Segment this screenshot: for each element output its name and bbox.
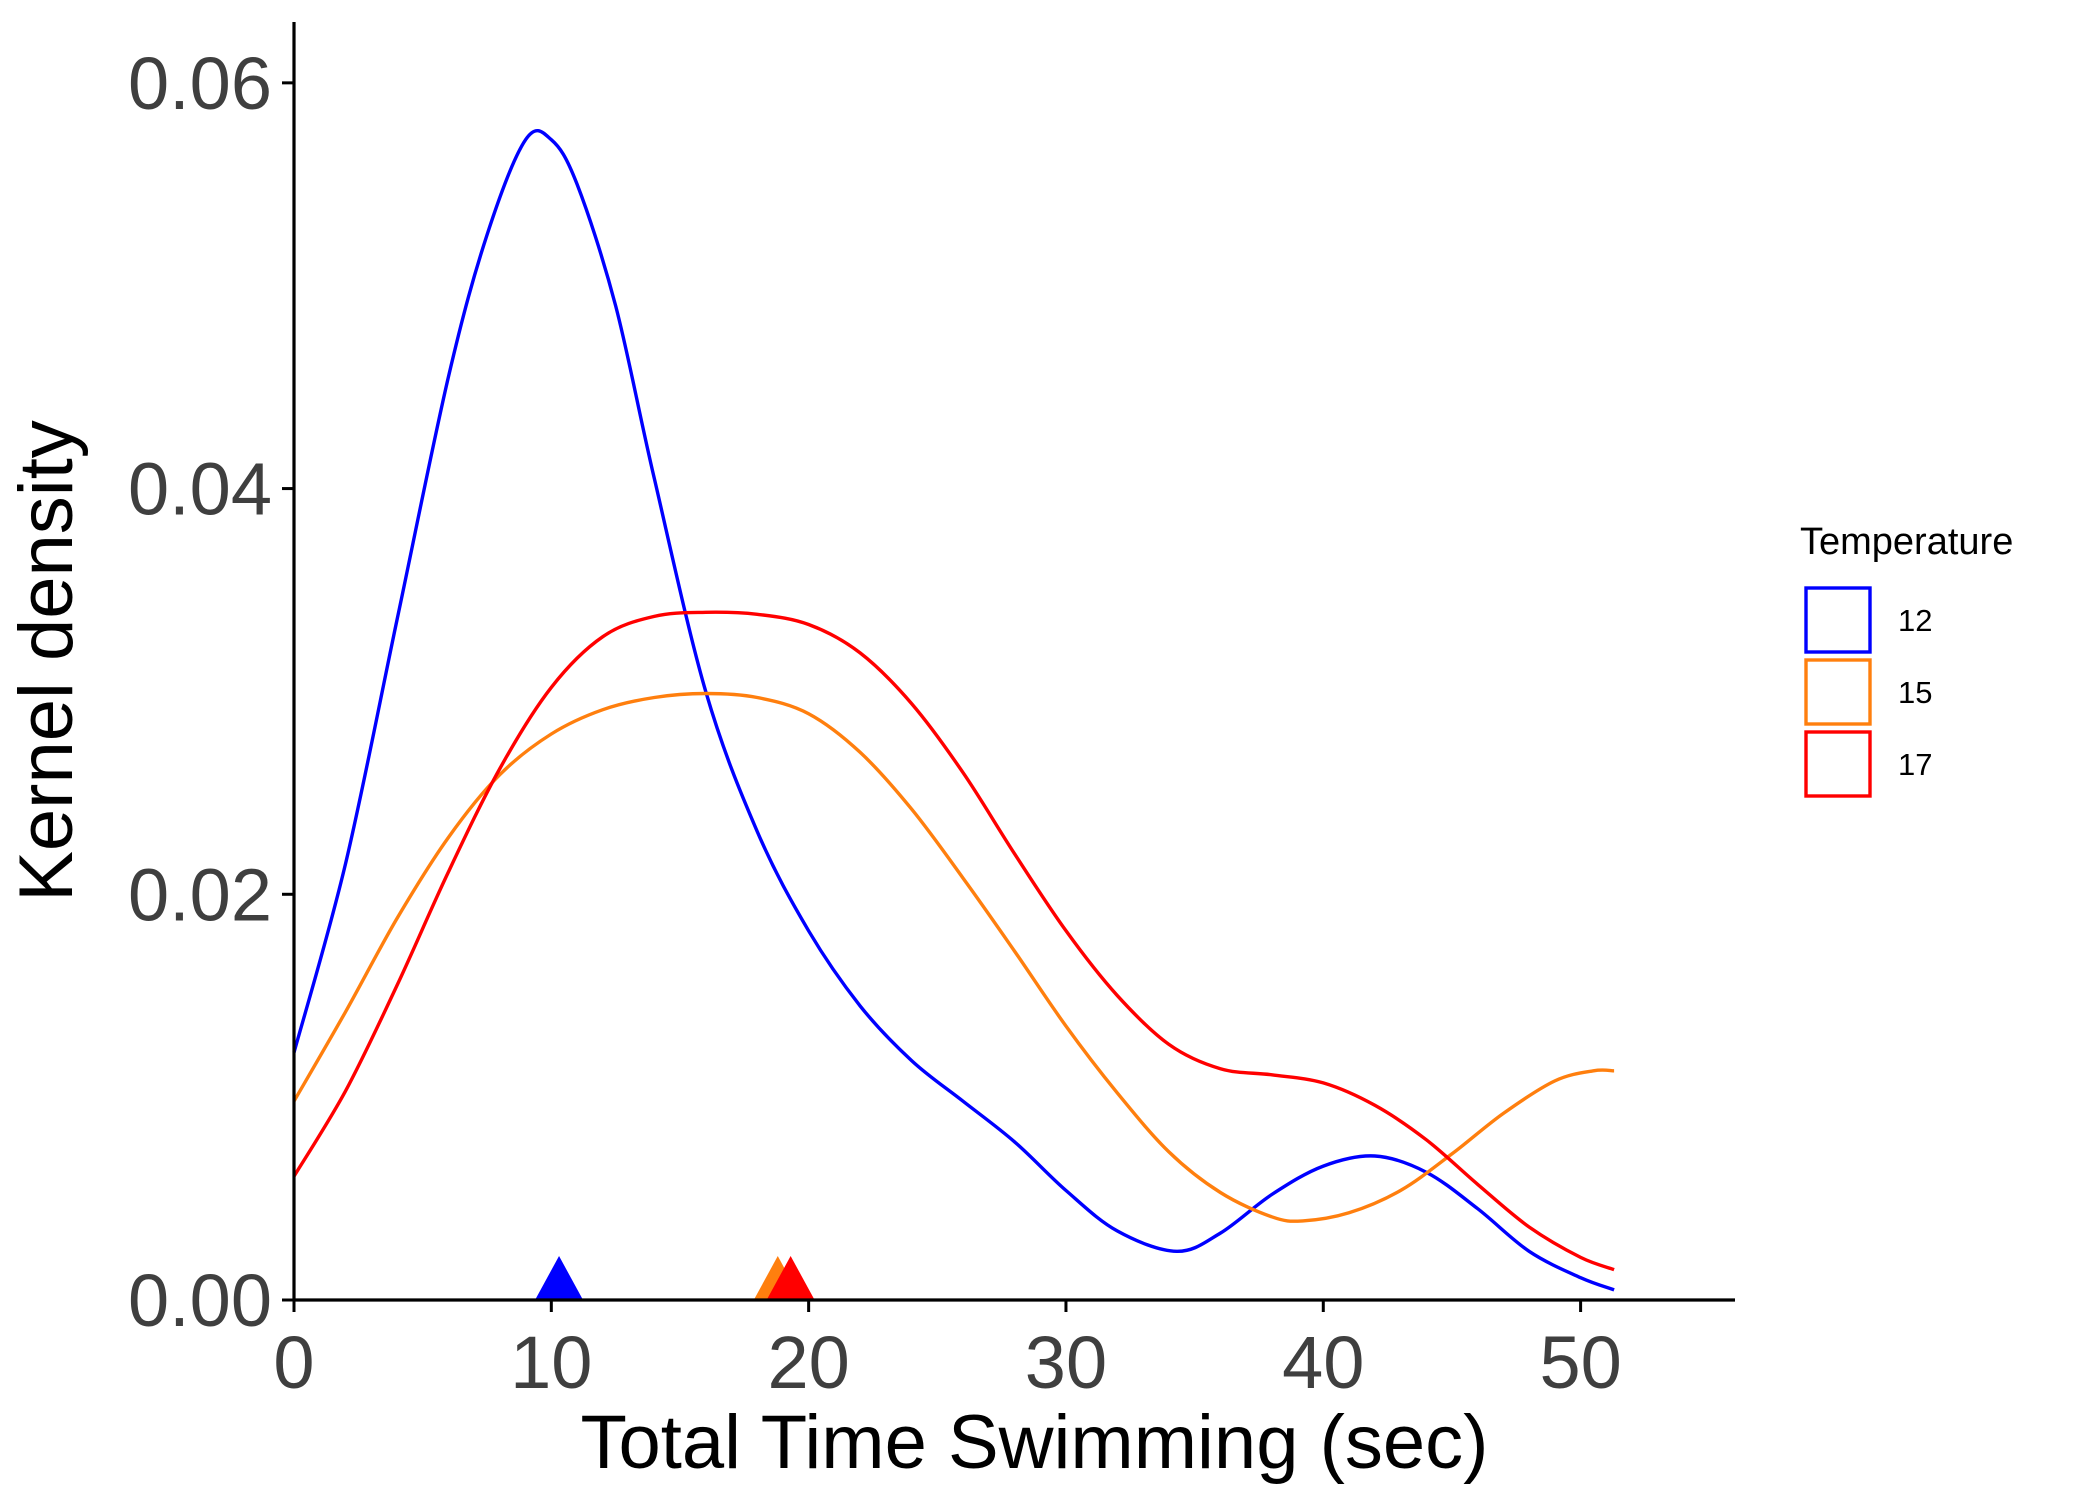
legend-label-15: 15: [1898, 675, 1932, 710]
y-axis-title: Kernel density: [4, 420, 89, 902]
x-tick-label: 50: [1539, 1321, 1621, 1404]
x-tick-label: 20: [767, 1321, 849, 1404]
y-tick-label: 0.06: [128, 42, 272, 125]
density-line-15: [292, 691, 1615, 1223]
y-axis-ticks: 0.00 0.02 0.04 0.06: [128, 42, 294, 1342]
mean-marker-12: [535, 1256, 584, 1300]
legend-title: Temperature: [1800, 521, 2013, 563]
y-tick-label: 0.00: [128, 1259, 272, 1342]
y-tick-label: 0.04: [128, 448, 272, 531]
legend-key-17: [1804, 730, 1872, 798]
x-tick-label: 10: [510, 1321, 592, 1404]
legend-label-12: 12: [1898, 603, 1932, 638]
x-tick-label: 0: [273, 1321, 314, 1404]
legend-key-12: [1804, 586, 1872, 654]
legend-key-15: [1804, 658, 1872, 726]
mean-marker-17: [766, 1256, 815, 1300]
density-line-12: [292, 129, 1615, 1292]
x-axis-ticks: 0 10 20 30 40 50: [273, 1300, 1622, 1404]
x-tick-label: 40: [1282, 1321, 1364, 1404]
mean-markers: [535, 1256, 815, 1300]
series-lines: [292, 129, 1615, 1292]
density-line-17: [292, 610, 1615, 1272]
x-axis-title: Total Time Swimming (sec): [581, 1400, 1489, 1485]
legend: Temperature 12 15 17: [1800, 521, 2013, 798]
legend-items: 12 15 17: [1804, 586, 1932, 798]
legend-label-17: 17: [1898, 747, 1932, 782]
x-tick-label: 30: [1025, 1321, 1107, 1404]
y-tick-label: 0.02: [128, 853, 272, 936]
